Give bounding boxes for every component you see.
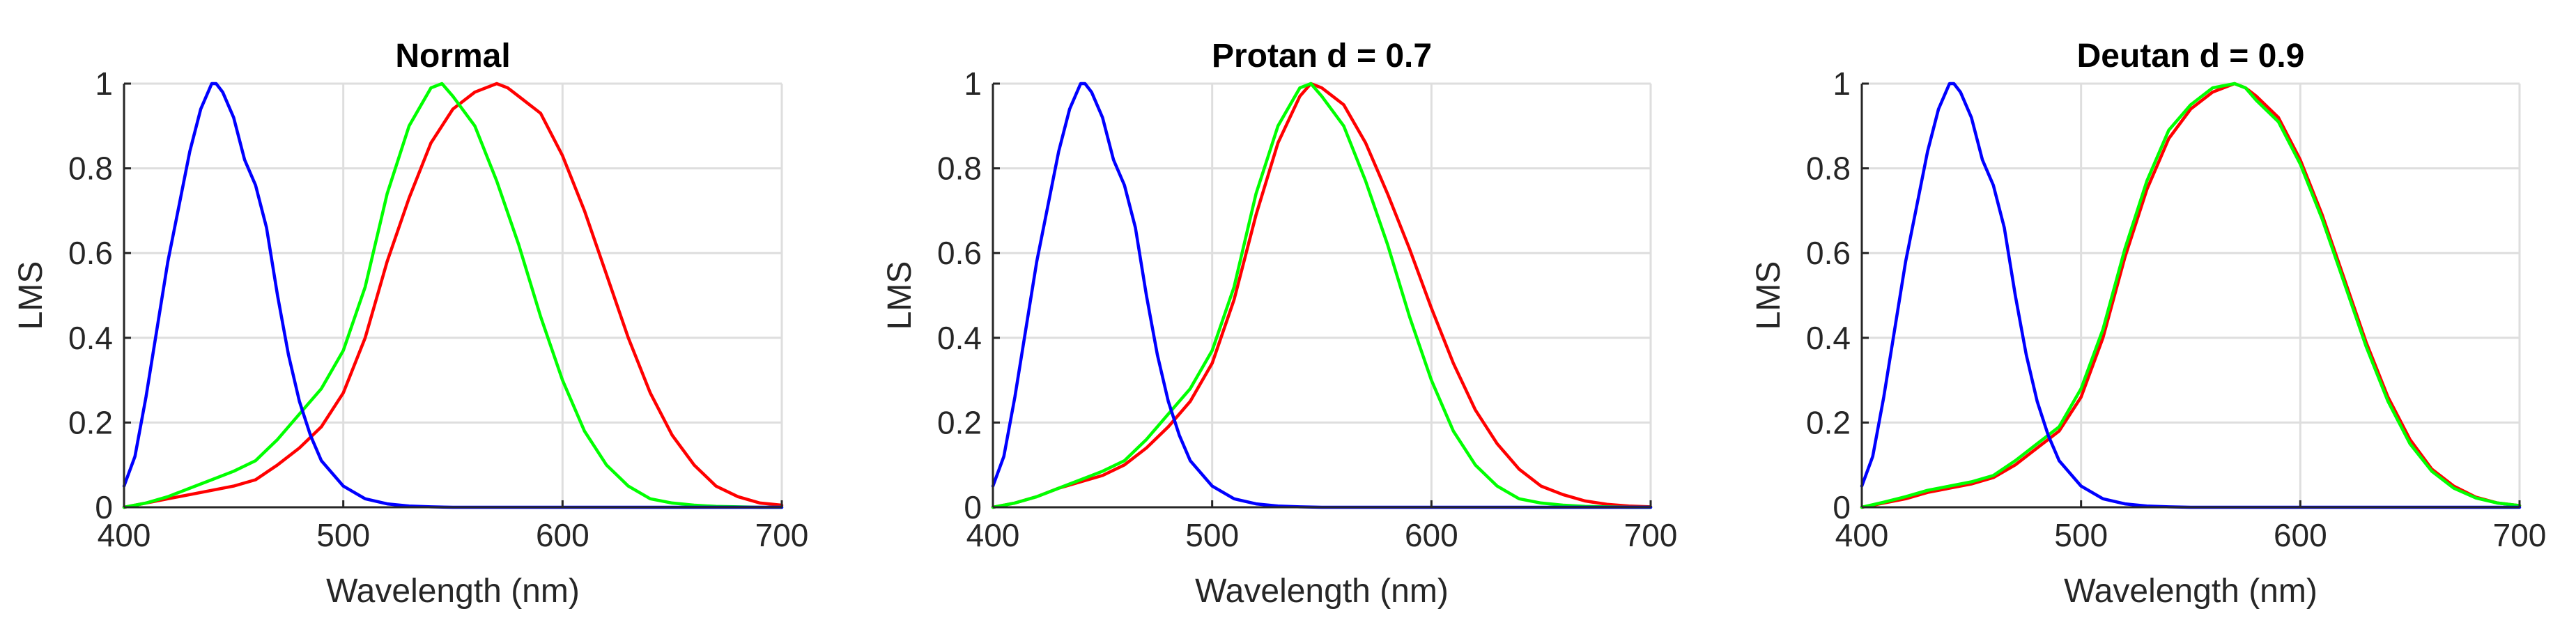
- x-tick-label: 600: [536, 517, 589, 553]
- y-tick-label: 0.2: [1806, 404, 1851, 440]
- y-tick-label: 1: [964, 65, 982, 102]
- series-line-m: [1860, 82, 2522, 509]
- x-axis-label: Wavelength (nm): [326, 573, 580, 610]
- y-tick-label: 0.6: [68, 235, 113, 271]
- chart-title: Normal: [395, 38, 510, 75]
- series-line-s: [991, 82, 1653, 509]
- x-axis-label: Wavelength (nm): [2064, 573, 2317, 610]
- x-tick-label: 700: [755, 517, 809, 553]
- x-tick-label: 500: [316, 517, 370, 553]
- y-tick-label: 0.8: [937, 151, 982, 187]
- x-axis-label: Wavelength (nm): [1195, 573, 1449, 610]
- y-tick-label: 0.6: [1806, 235, 1851, 271]
- y-tick-label: 0.4: [1806, 320, 1851, 356]
- y-tick-label: 0.8: [1806, 151, 1851, 187]
- y-tick-label: 1: [95, 65, 113, 102]
- y-axis-label: LMS: [881, 261, 918, 330]
- series-line-l: [122, 82, 784, 509]
- y-axis-label: LMS: [1750, 261, 1787, 330]
- chart-title: Protan d = 0.7: [1212, 38, 1432, 75]
- series-line-m: [991, 82, 1653, 509]
- y-tick-label: 1: [1833, 65, 1851, 102]
- series-line-s: [122, 82, 784, 509]
- y-tick-label: 0: [95, 489, 113, 525]
- x-tick-label: 600: [2274, 517, 2327, 553]
- y-tick-label: 0: [964, 489, 982, 525]
- chart-title: Deutan d = 0.9: [2077, 38, 2305, 75]
- y-tick-label: 0.4: [937, 320, 982, 356]
- x-tick-label: 500: [1185, 517, 1239, 553]
- series-line-m: [122, 82, 784, 509]
- x-tick-label: 400: [98, 517, 151, 553]
- x-tick-label: 700: [2493, 517, 2547, 553]
- chart-panel-2: 400 500 600 700 0 0.2 0.4 0.6 0.8 1 Protan d = 0.7…: [881, 38, 1677, 610]
- x-tick-label: 600: [1405, 517, 1458, 553]
- series-line-l: [1860, 82, 2522, 509]
- y-axis-label: LMS: [13, 261, 49, 330]
- x-tick-label: 400: [966, 517, 1020, 553]
- y-tick-label: 0.2: [68, 404, 113, 440]
- y-tick-label: 0.8: [68, 151, 113, 187]
- y-tick-label: 0.2: [937, 404, 982, 440]
- x-tick-label: 500: [2054, 517, 2108, 553]
- x-tick-label: 700: [1624, 517, 1678, 553]
- y-tick-label: 0.6: [937, 235, 982, 271]
- y-tick-label: 0: [1833, 489, 1851, 525]
- chart-panel-3: 400 500 600 700 0 0.2 0.4 0.6 0.8 1 Deutan d = 0.9…: [1750, 38, 2546, 610]
- series-line-l: [991, 82, 1653, 509]
- series-line-s: [1860, 82, 2522, 509]
- x-tick-label: 400: [1835, 517, 1889, 553]
- chart-panel-1: 400 500 600 700 0 0.2 0.4 0.6 0.8 1 Normal Waveleng…: [13, 38, 808, 610]
- y-tick-label: 0.4: [68, 320, 113, 356]
